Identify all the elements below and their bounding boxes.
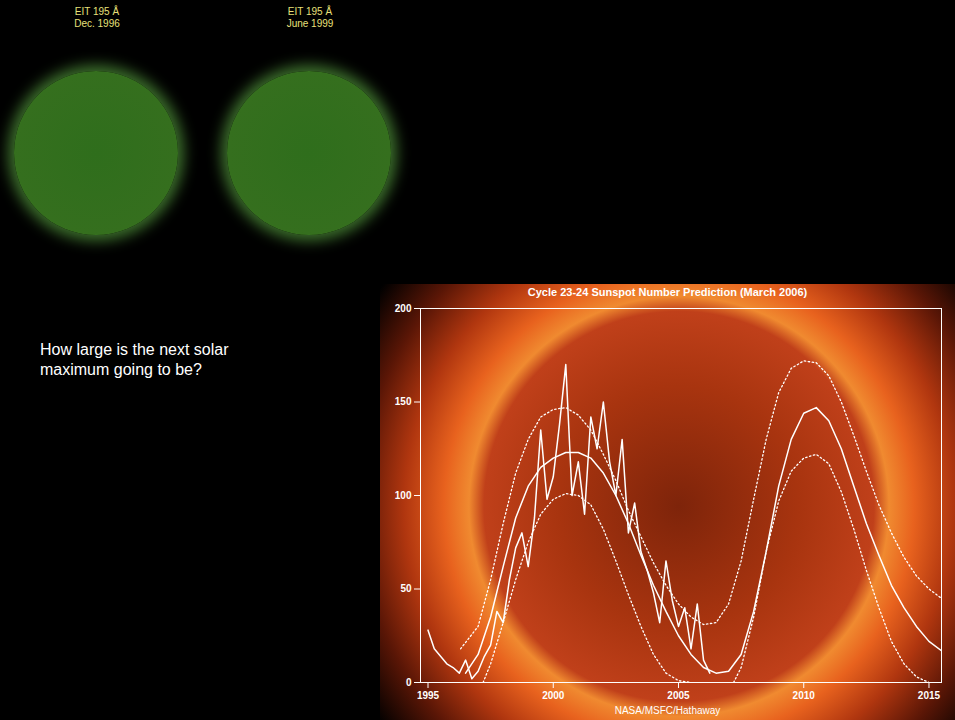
svg-text:2000: 2000: [542, 690, 565, 701]
svg-text:2010: 2010: [793, 690, 816, 701]
svg-text:0: 0: [406, 677, 412, 688]
svg-text:50: 50: [400, 583, 412, 594]
svg-text:2005: 2005: [667, 690, 690, 701]
svg-text:1995: 1995: [417, 690, 440, 701]
svg-text:100: 100: [395, 490, 412, 501]
html-text:EIT 195 Å: EIT 195 Å: [287, 6, 333, 17]
html-text:NASA/MSFC/Hathaway: NASA/MSFC/Hathaway: [614, 705, 721, 716]
svg-text:200: 200: [395, 303, 412, 314]
html-text:EIT 195 Å: EIT 195 Å: [74, 6, 120, 17]
html-text:How large is the next solar ma: How large is the next solar maximum goin…: [40, 341, 229, 378]
html-text:June 1999: June 1999: [286, 18, 334, 29]
svg-text:150: 150: [395, 396, 412, 407]
html-text:Dec. 1996: Dec. 1996: [74, 18, 120, 29]
html-text:Cycle 23-24 Sunspot Number Pre: Cycle 23-24 Sunspot Number Prediction (M…: [527, 286, 808, 298]
svg-text:2015: 2015: [918, 690, 941, 701]
